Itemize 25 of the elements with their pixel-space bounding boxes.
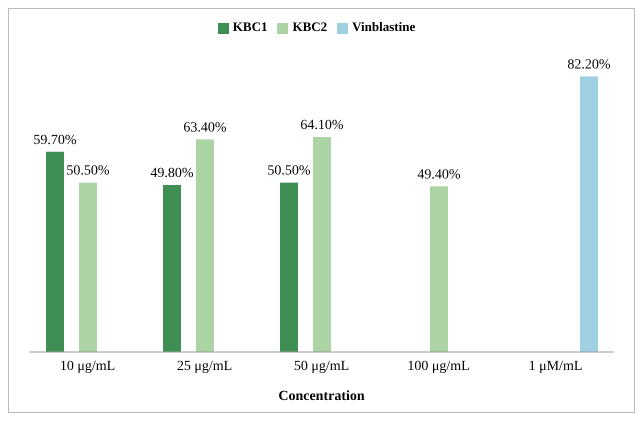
x-tick-label: 10 μg/mL <box>60 358 116 374</box>
data-label: 82.20% <box>567 57 611 72</box>
x-tick-label: 1 μM/mL <box>528 358 582 374</box>
x-tick-label: 25 μg/mL <box>176 358 232 374</box>
bar <box>196 139 214 352</box>
legend-label: Vinblastine <box>352 19 416 34</box>
data-label: 59.70% <box>33 132 77 148</box>
bar <box>280 182 298 352</box>
data-label: 64.10% <box>300 118 344 134</box>
data-label: 50.50% <box>267 164 311 179</box>
bar <box>163 185 181 352</box>
bar <box>430 186 448 352</box>
data-label: 50.50% <box>66 164 110 179</box>
legend-label: KBC1 <box>232 19 268 34</box>
x-axis-title: Concentration <box>278 389 365 404</box>
bar <box>580 76 598 352</box>
x-tick-label: 100 μg/mL <box>407 358 470 374</box>
data-label: 49.80% <box>150 166 194 181</box>
bar <box>313 137 331 352</box>
bar <box>46 152 64 352</box>
x-tick-label: 50 μg/mL <box>294 358 350 374</box>
data-label: 63.40% <box>183 120 227 136</box>
legend-label: KBC2 <box>292 19 328 34</box>
bar <box>79 182 97 352</box>
data-label: 49.40% <box>417 167 461 182</box>
